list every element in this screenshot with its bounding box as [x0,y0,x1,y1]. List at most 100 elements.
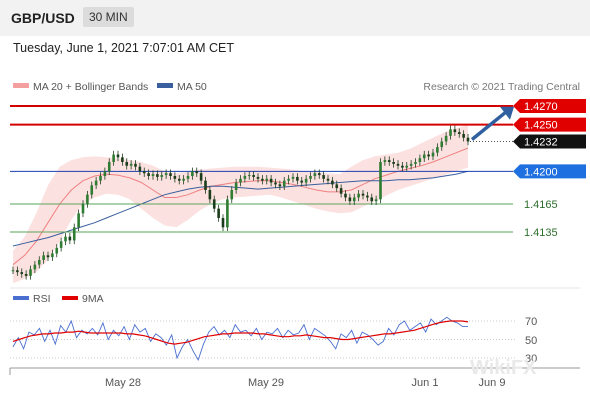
legend-rsi-swatch [13,296,29,300]
candle-body [68,236,72,241]
candle-body [401,165,404,168]
candle-body [304,178,308,183]
candle-body [164,173,168,176]
candle-body [422,154,426,159]
candle-body [103,171,107,176]
candle-body [121,157,124,162]
level-tag [513,164,586,179]
candle-body [357,193,360,198]
candle-body [466,137,470,142]
candle-body [383,160,387,162]
candle-body [116,154,120,158]
candle-body [134,163,137,167]
candle-body [239,178,242,183]
candle-body [160,175,164,177]
candle-body [169,173,172,176]
candle-body [252,175,255,177]
candle-body [221,218,225,228]
candle-body [81,204,85,214]
candle-body [335,184,339,189]
candle-body [348,197,352,202]
level-label: 1.4200 [524,166,558,178]
candle-body [94,180,98,186]
candle-body [440,141,444,148]
legend-rsi-label: RSI [33,293,51,305]
candle-body [291,176,295,179]
ma50-line [12,170,469,247]
candle-body [418,158,422,162]
price-panel: 1.4270 1.4250 1.4232 1.4200 1.4165 1.4135 [10,99,586,284]
candle-body [64,236,67,242]
candle-body [147,173,150,176]
candle-body [278,184,282,187]
header-bar: GBP/USD 30 MIN [0,0,590,36]
candle-body [208,190,212,200]
candle-body [182,178,185,181]
candle-body [449,129,452,136]
candle-body [138,166,142,172]
rsi-tick-label: 50 [525,335,537,347]
credit-label: Research © 2021 Trading Central [423,81,580,93]
watermark-logo: WikiFX [470,357,537,379]
timeframe-badge[interactable]: 30 MIN [83,7,134,27]
candle-body [274,182,277,185]
candle-body [186,176,190,179]
candle-body [261,178,264,181]
candle-body [453,129,457,133]
candle-body [217,208,220,218]
candle-body [77,213,80,228]
candle-body [51,253,54,258]
candle-body [142,171,146,174]
candle-body [55,247,59,254]
candle-body [125,162,129,166]
candle-body [352,197,356,202]
candle-body [226,199,229,228]
candle-body [313,173,317,176]
candle-body [361,193,365,196]
candle-body [322,175,325,179]
x-tick-label: Jun 9 [479,377,506,389]
rsi-panel [10,316,515,361]
candle-body [234,182,238,190]
candle-body [256,176,260,179]
candle-body [287,178,290,181]
candle-body [309,176,312,179]
legend-ma50-label: MA 50 [177,81,207,93]
candle-body [86,194,89,204]
candle-body [339,188,343,194]
candle-body [247,175,251,177]
level-label: 1.4270 [524,101,558,113]
candle-body [212,199,216,209]
candle-body [300,180,304,183]
candle-body [11,270,15,272]
candle-body [387,160,391,162]
candle-body [46,255,50,258]
candle-body [366,195,369,198]
legend-ma20-label: MA 20 + Bollinger Bands [33,81,148,93]
rsi-tick-label: 30 [525,353,537,365]
candle-body [379,162,382,200]
candle-body [427,154,430,157]
candle-body [444,135,448,142]
candle-body [24,274,28,276]
candle-body [156,174,159,177]
candle-body [414,162,417,164]
candle-body [90,185,94,195]
candle-body [177,178,181,181]
candle-body [59,241,63,248]
level-label: 1.4165 [524,199,558,211]
candle-body [199,173,203,181]
candle-body [20,272,24,274]
candle-body [42,255,45,260]
datetime-label: Tuesday, June 1, 2021 7:07:01 AM CET [13,41,234,55]
candle-body [33,264,37,270]
currency-pair: GBP/USD [11,10,75,26]
candle-body [107,162,111,172]
candle-body [16,270,19,273]
candle-body [29,269,32,276]
candle-body [326,178,330,181]
candle-body [370,197,374,202]
candle-body [151,174,155,176]
candle-body [396,163,400,166]
